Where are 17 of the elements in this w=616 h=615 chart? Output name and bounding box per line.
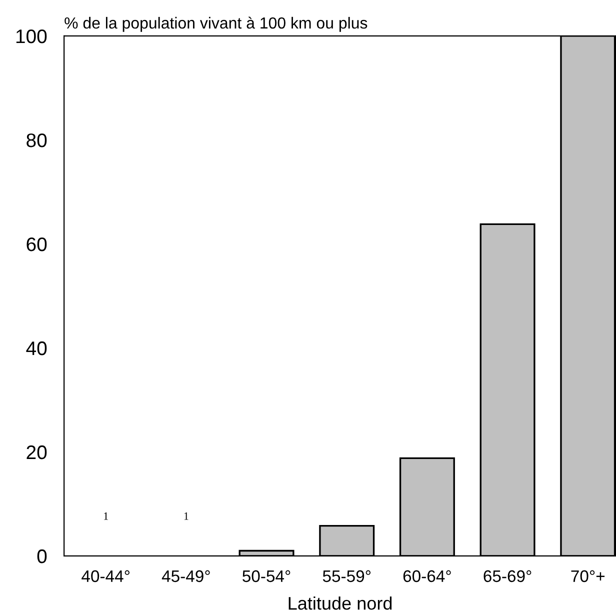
x-tick-label: 50-54° xyxy=(242,570,290,582)
x-tick-label: 55-59° xyxy=(322,570,371,582)
y-tick-label: 0 xyxy=(37,549,47,564)
y-tick-label: 60 xyxy=(26,237,47,252)
x-tick-label: 45-49° xyxy=(162,570,210,582)
annotation: 1 xyxy=(104,512,108,520)
x-tick-label: 40-44° xyxy=(82,570,130,582)
x-tick-label: 60-64° xyxy=(403,570,451,582)
annotation: 1 xyxy=(184,512,188,520)
x-axis-title: Latitude nord xyxy=(288,596,392,610)
x-tick-label: 70°+ xyxy=(571,570,605,582)
y-tick-label: 20 xyxy=(26,445,47,460)
y-axis-title: % de la population vivant à 100 km ou plus xyxy=(64,16,368,32)
y-tick-label: 100 xyxy=(16,29,47,44)
y-tick-label: 80 xyxy=(26,133,47,148)
x-tick-label: 65-69° xyxy=(484,570,532,582)
y-tick-label: 40 xyxy=(26,341,47,356)
